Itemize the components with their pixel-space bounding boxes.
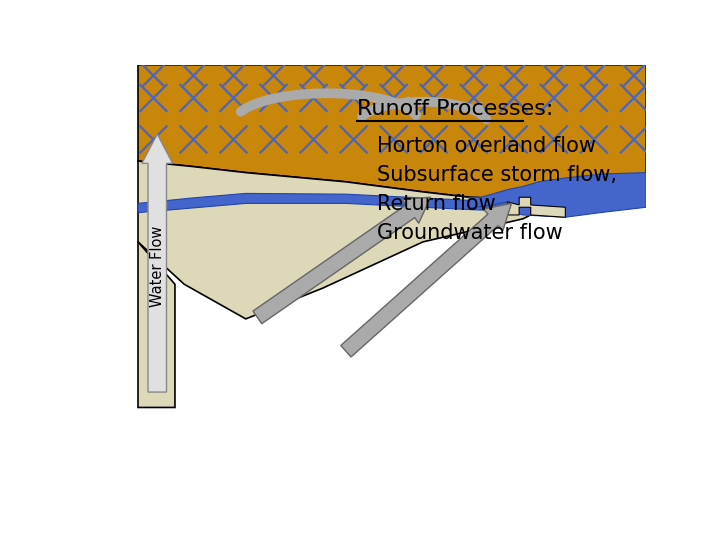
Polygon shape [508,197,565,217]
Text: Runoff Processes:: Runoff Processes: [357,99,554,119]
Polygon shape [253,197,431,323]
Text: Groundwater flow: Groundwater flow [377,224,562,244]
Text: Horton overland flow: Horton overland flow [377,136,595,156]
Polygon shape [138,161,565,319]
Polygon shape [142,134,173,392]
Polygon shape [138,242,175,408]
Polygon shape [469,173,647,217]
Text: Subsurface storm flow,: Subsurface storm flow, [377,165,617,185]
Polygon shape [138,193,508,213]
Polygon shape [138,65,647,200]
Text: Return flow: Return flow [377,194,495,214]
Polygon shape [341,204,511,357]
Text: Water Flow: Water Flow [150,226,165,307]
